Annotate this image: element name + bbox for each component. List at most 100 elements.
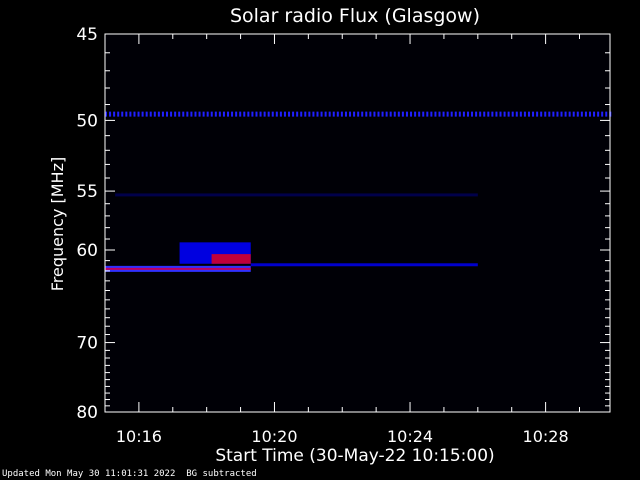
plot-area (105, 34, 610, 412)
interference-mark (597, 111, 600, 117)
interference-mark (580, 111, 583, 117)
interference-mark (442, 111, 445, 117)
interference-mark (572, 111, 575, 117)
interference-mark (149, 111, 152, 117)
interference-mark (279, 111, 282, 117)
interference-mark (259, 111, 262, 117)
interference-mark (446, 111, 449, 117)
interference-mark (121, 111, 124, 117)
interference-mark (186, 111, 189, 117)
interference-mark (381, 111, 384, 117)
y-tick-label: 45 (76, 25, 98, 45)
interference-mark (357, 111, 360, 117)
x-tick-label: 10:24 (387, 427, 433, 446)
interference-mark (312, 111, 315, 117)
interference-mark (548, 111, 551, 117)
interference-mark (438, 111, 441, 117)
interference-mark (324, 111, 327, 117)
interference-mark (251, 111, 254, 117)
interference-mark (487, 111, 490, 117)
chart-title: Solar radio Flux (Glasgow) (230, 5, 480, 27)
interference-mark (560, 111, 563, 117)
interference-mark (174, 111, 177, 117)
interference-mark (410, 111, 413, 117)
interference-mark (515, 111, 518, 117)
interference-mark (503, 111, 506, 117)
interference-mark (475, 111, 478, 117)
interference-mark (105, 111, 107, 117)
interference-mark (361, 111, 364, 117)
interference-mark (239, 111, 242, 117)
y-tick-label: 60 (76, 241, 98, 261)
bg-subtracted-note: BG subtracted (186, 469, 257, 479)
interference-mark (458, 111, 461, 117)
interference-mark (157, 111, 160, 117)
interference-mark (373, 111, 376, 117)
interference-mark (141, 111, 144, 117)
interference-mark (202, 111, 205, 117)
x-tick-label: 10:20 (251, 427, 297, 446)
interference-mark (304, 111, 307, 117)
interference-mark (235, 111, 238, 117)
interference-mark (601, 111, 604, 117)
y-tick-label: 55 (76, 182, 98, 202)
interference-mark (414, 111, 417, 117)
interference-mark (389, 111, 392, 117)
interference-mark (434, 111, 437, 117)
interference-mark (296, 111, 299, 117)
interference-mark (499, 111, 502, 117)
interference-mark (129, 111, 132, 117)
interference-mark (170, 111, 173, 117)
interference-mark (483, 111, 486, 117)
interference-mark (418, 111, 421, 117)
interference-mark (320, 111, 323, 117)
interference-mark (231, 111, 234, 117)
interference-mark (109, 111, 112, 117)
interference-mark (507, 111, 510, 117)
interference-mark (462, 111, 465, 117)
interference-mark (271, 111, 274, 117)
interference-mark (145, 111, 148, 117)
interference-mark (210, 111, 213, 117)
interference-mark (479, 111, 482, 117)
interference-mark (353, 111, 356, 117)
interference-mark (218, 111, 221, 117)
interference-mark (491, 111, 494, 117)
interference-mark (523, 111, 526, 117)
interference-mark (344, 111, 347, 117)
interference-mark (393, 111, 396, 117)
interference-mark (340, 111, 343, 117)
interference-mark (385, 111, 388, 117)
interference-mark (552, 111, 555, 117)
interference-mark (328, 111, 331, 117)
interference-mark (153, 111, 156, 117)
interference-mark (137, 111, 140, 117)
interference-mark (495, 111, 498, 117)
interference-mark (133, 111, 136, 117)
interference-mark (214, 111, 217, 117)
interference-mark (267, 111, 270, 117)
interference-mark (247, 111, 250, 117)
interference-mark (166, 111, 169, 117)
interference-mark (588, 111, 591, 117)
interference-mark (544, 111, 547, 117)
interference-mark (540, 111, 543, 117)
x-tick-label: 10:16 (116, 427, 162, 446)
y-tick-label: 70 (76, 334, 98, 354)
emission-line-3 (250, 263, 478, 267)
interference-mark (527, 111, 530, 117)
interference-mark (397, 111, 400, 117)
interference-mark (377, 111, 380, 117)
interference-mark (466, 111, 469, 117)
y-tick-label: 50 (76, 111, 98, 131)
interference-mark (332, 111, 335, 117)
interference-mark (190, 111, 193, 117)
interference-mark (206, 111, 209, 117)
emission-line-1 (115, 193, 478, 197)
interference-mark (519, 111, 522, 117)
interference-mark (593, 111, 596, 117)
interference-mark (275, 111, 278, 117)
interference-mark (568, 111, 571, 117)
interference-mark (182, 111, 185, 117)
footer-status: Updated Mon May 30 11:01:31 2022 BG subt… (2, 469, 257, 479)
